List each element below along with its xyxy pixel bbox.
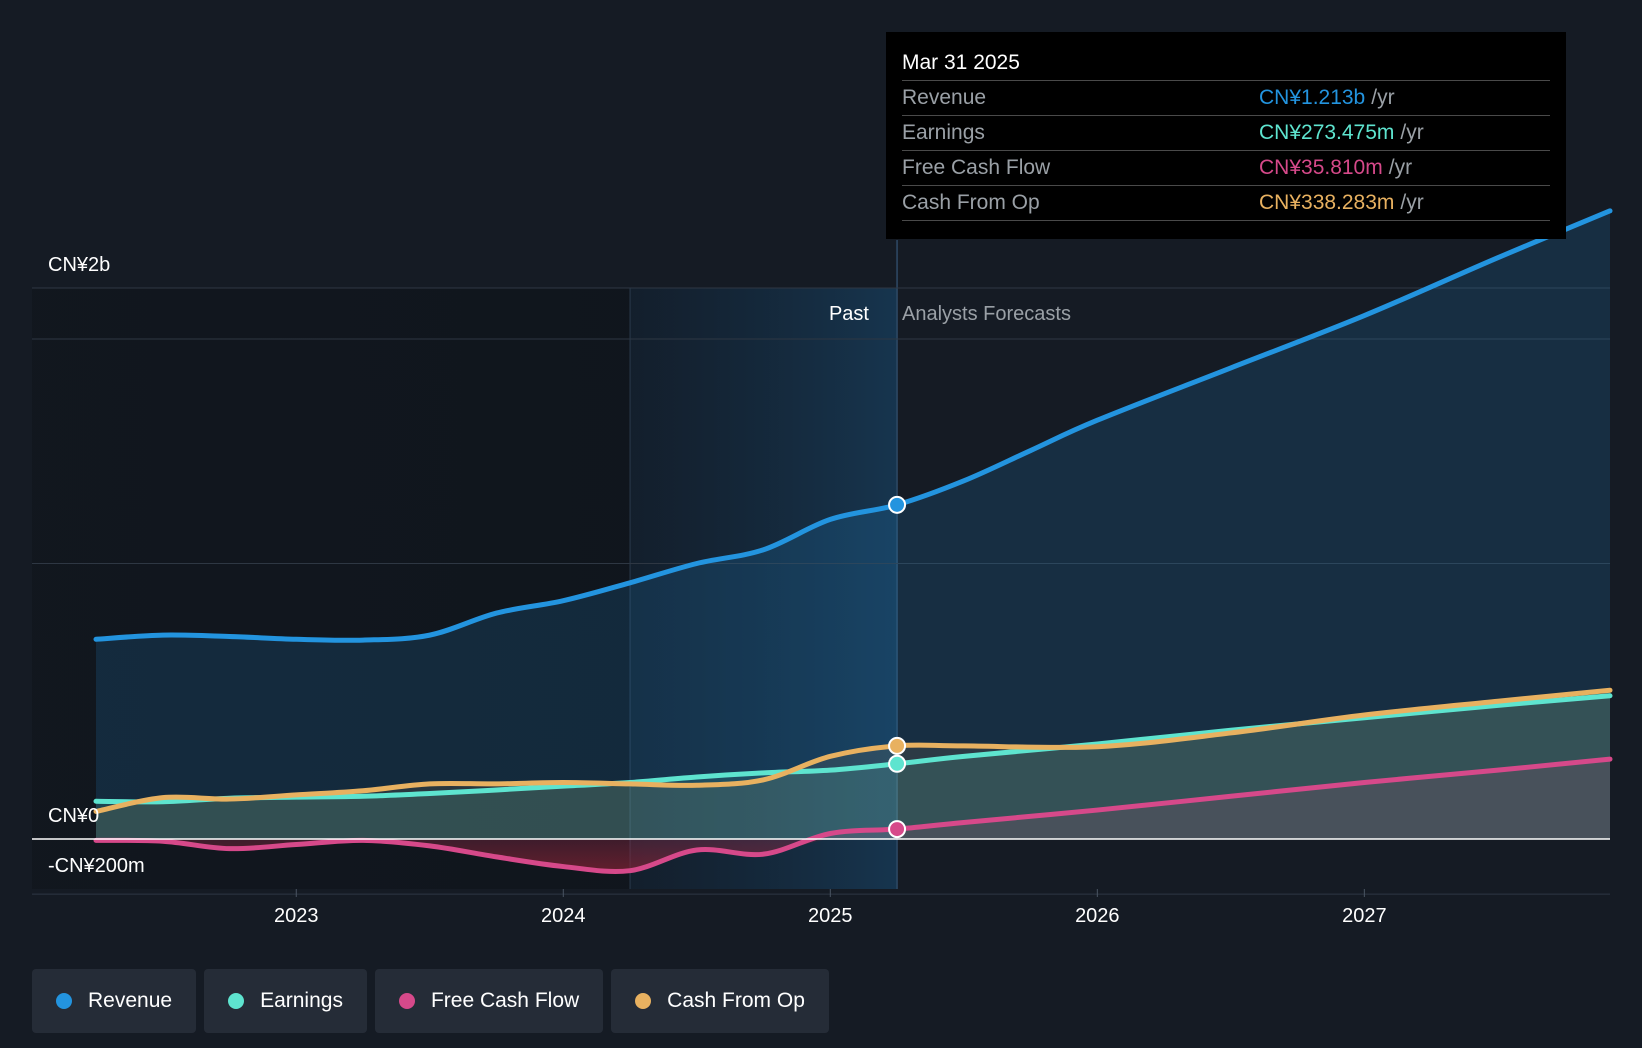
- x-tick-label-2027: 2027: [1342, 905, 1387, 927]
- legend-item-free-cash-flow[interactable]: Free Cash Flow: [374, 969, 604, 1033]
- marker-revenue: [888, 495, 907, 514]
- tooltip-row-value: CN¥273.475m: [1259, 121, 1395, 144]
- line-cash-from-op: [93, 687, 1613, 814]
- tooltip-row-label: Revenue: [902, 86, 987, 109]
- legend: Revenue Earnings Free Cash Flow Cash Fro…: [32, 969, 829, 1033]
- legend-label: Free Cash Flow: [430, 989, 580, 1012]
- legend-item-revenue[interactable]: Revenue: [32, 969, 197, 1033]
- x-tick-label-2023: 2023: [274, 905, 319, 927]
- tooltip-row-unit: /yr: [1388, 156, 1413, 179]
- marker-free-cash-flow: [888, 820, 907, 839]
- legend-label: Revenue: [88, 989, 173, 1012]
- tooltip-row-value: CN¥35.810m: [1259, 156, 1383, 179]
- y-tick-label-neg200m: -CN¥200m: [48, 855, 145, 877]
- tooltip-row-value: CN¥338.283m: [1259, 191, 1395, 214]
- legend-item-cash-from-op[interactable]: Cash From Op: [611, 969, 829, 1033]
- tooltip-date: Mar 31 2025: [902, 46, 1550, 81]
- legend-dot-icon: [635, 993, 652, 1009]
- tooltip-row-value: CN¥1.213b: [1259, 86, 1366, 109]
- tooltip-row-unit: /yr: [1400, 121, 1424, 144]
- line-revenue: [93, 208, 1613, 643]
- past-label: Past: [829, 303, 869, 325]
- tooltip-row-unit: /yr: [1371, 86, 1395, 109]
- negative-area: [96, 837, 1610, 872]
- y-tick-label-0: CN¥0: [48, 805, 99, 827]
- tooltip-row-label: Free Cash Flow: [902, 156, 1051, 179]
- tooltip-row-earnings: Earnings CN¥273.475m /yr: [902, 116, 1550, 151]
- legend-dot-icon: [56, 993, 72, 1009]
- y-tick-label-2b: CN¥2b: [48, 254, 110, 276]
- tooltip-row-label: Earnings: [902, 121, 985, 144]
- tooltip-row-unit: /yr: [1400, 191, 1424, 214]
- line-free-cash-flow: [93, 756, 1613, 875]
- tooltip-row-cash-from-op: Cash From Op CN¥338.283m /yr: [902, 186, 1550, 221]
- area-cash-from-op: [96, 690, 1610, 839]
- forecast-label: Analysts Forecasts: [902, 303, 1071, 325]
- x-tick-label-2025: 2025: [808, 905, 853, 927]
- legend-label: Earnings: [260, 989, 343, 1012]
- marker-earnings: [888, 754, 907, 773]
- tooltip: Mar 31 2025 Revenue CN¥1.213b /yr Earnin…: [886, 32, 1566, 239]
- x-tick-label-2026: 2026: [1075, 905, 1120, 927]
- legend-item-earnings[interactable]: Earnings: [204, 969, 367, 1033]
- tooltip-row-revenue: Revenue CN¥1.213b /yr: [902, 81, 1550, 116]
- tooltip-row-free-cash-flow: Free Cash Flow CN¥35.810m /yr: [902, 151, 1550, 186]
- x-tick-label-2024: 2024: [541, 905, 586, 927]
- legend-dot-icon: [398, 993, 415, 1009]
- legend-label: Cash From Op: [667, 989, 805, 1012]
- marker-cash-from-op: [888, 736, 907, 755]
- tooltip-row-label: Cash From Op: [902, 191, 1040, 214]
- past-highlight-region: [630, 288, 898, 889]
- legend-dot-icon: [228, 993, 245, 1009]
